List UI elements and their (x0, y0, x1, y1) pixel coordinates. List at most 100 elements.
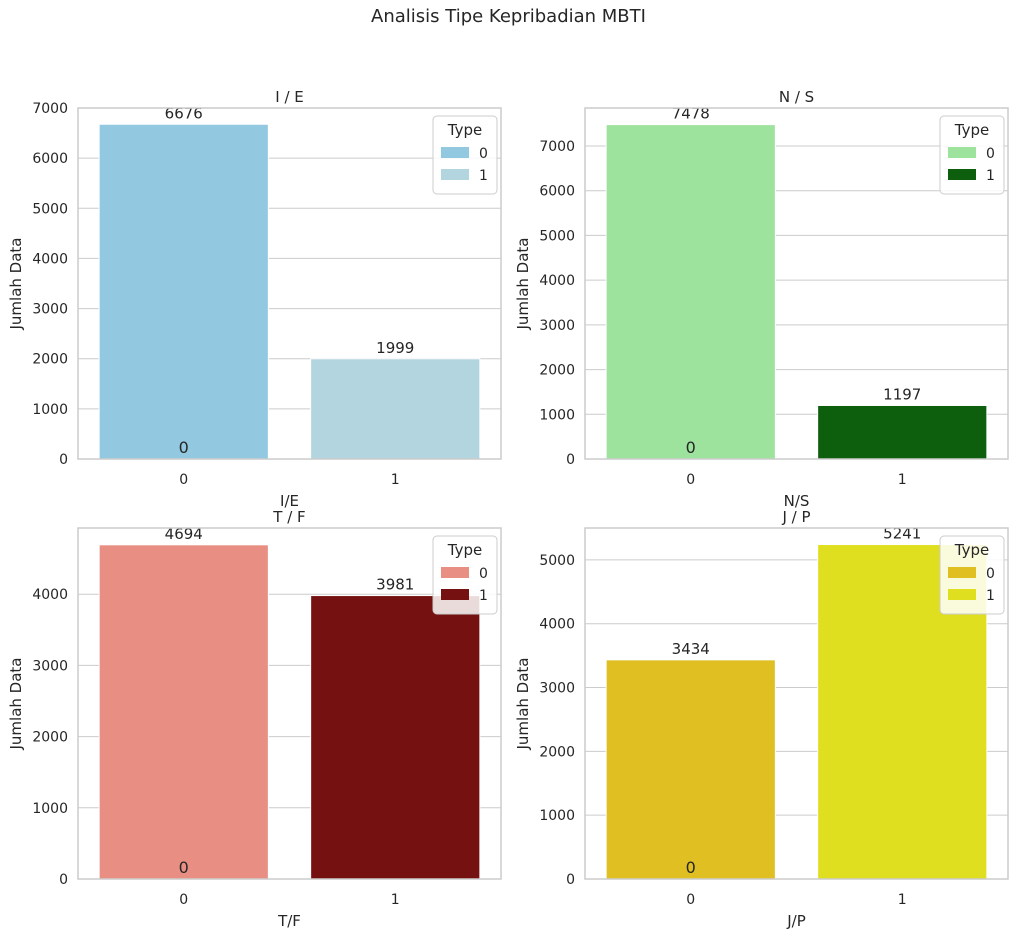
x-axis-label: N/S (784, 492, 810, 510)
y-tick-label: 1000 (32, 402, 68, 418)
legend-swatch (441, 567, 469, 578)
legend-label: 1 (479, 168, 488, 184)
legend-swatch (948, 589, 976, 600)
legend-swatch (948, 147, 976, 158)
y-tick-label: 2000 (539, 363, 575, 379)
x-axis-label: J/P (786, 912, 806, 930)
y-tick-label: 4000 (539, 617, 575, 633)
y-tick-label: 3000 (32, 658, 68, 674)
bar (817, 544, 988, 880)
y-tick-label: 1000 (539, 808, 575, 824)
y-tick-label: 3000 (539, 681, 575, 697)
axes-frame (77, 107, 502, 460)
y-tick-label: 0 (59, 872, 68, 888)
x-axis-label: I/E (280, 492, 299, 510)
chart-ns: 0 1000 2000 3000 4000 5000 6000 7000 7478 0 1197 1 0… (514, 88, 1009, 510)
legend-swatch (441, 147, 469, 158)
x-tick-label: 0 (686, 892, 695, 908)
zero-value-label: 0 (179, 438, 189, 457)
subplot-title: N / S (779, 88, 814, 106)
subplot-title: J / P (781, 508, 810, 526)
x-tick-label: 0 (179, 892, 188, 908)
chart-ie: 0 1000 2000 3000 4000 5000 6000 7000 6676 0 1999 1 0… (7, 88, 502, 510)
legend: Type 0 1 (432, 115, 498, 195)
axes-frame (584, 527, 1009, 880)
legend-title: Type (954, 121, 989, 139)
y-axis-label: Jumlah Data (514, 658, 532, 751)
x-tick-label: 0 (686, 472, 695, 488)
legend-label: 0 (479, 566, 488, 582)
subplot-title: I / E (275, 88, 304, 106)
chart-jp: 0 1000 2000 3000 4000 5000 3434 0 5241 1 0 J / P J/P… (514, 508, 1009, 930)
chart-tf: 0 1000 2000 3000 4000 4694 0 3981 1 0 T / F T/F Juml… (7, 508, 502, 930)
bar-value-label: 4694 (165, 525, 203, 543)
x-tick-label: 1 (391, 892, 400, 908)
legend-label: 0 (479, 146, 488, 162)
y-tick-label: 5000 (539, 553, 575, 569)
y-axis-label: Jumlah Data (514, 238, 532, 331)
y-tick-label: 3000 (539, 318, 575, 334)
plot-area: 0 1000 2000 3000 4000 4694 0 3981 1 0 T / F T/F Juml… (7, 508, 502, 930)
legend-swatch (948, 169, 976, 180)
axes-frame (77, 527, 502, 880)
bar-value-label: 5241 (883, 525, 921, 543)
y-axis-label: Jumlah Data (7, 238, 25, 331)
plot-area: 0 1000 2000 3000 4000 5000 6000 7000 6676 0 1999 1 0… (7, 88, 502, 510)
y-tick-label: 4000 (32, 251, 68, 267)
x-axis-label: T/F (277, 912, 301, 930)
y-tick-label: 1000 (539, 407, 575, 423)
y-tick-label: 6000 (539, 184, 575, 200)
y-tick-label: 0 (59, 452, 68, 468)
y-tick-label: 5000 (32, 201, 68, 217)
zero-value-label: 0 (686, 438, 696, 457)
bar-value-label: 3434 (672, 640, 710, 658)
y-tick-label: 2000 (32, 730, 68, 746)
subplot-title: T / F (272, 508, 305, 526)
legend-swatch (948, 567, 976, 578)
y-tick-label: 6000 (32, 151, 68, 167)
y-tick-label: 5000 (539, 228, 575, 244)
bar (310, 358, 481, 460)
legend-label: 0 (986, 146, 995, 162)
y-tick-label: 1000 (32, 801, 68, 817)
bar-value-label: 7478 (672, 105, 710, 123)
legend-title: Type (447, 541, 482, 559)
y-axis-label: Jumlah Data (7, 658, 25, 751)
y-tick-label: 4000 (32, 587, 68, 603)
y-tick-label: 4000 (539, 273, 575, 289)
x-tick-label: 1 (898, 472, 907, 488)
zero-value-label: 0 (686, 858, 696, 877)
bar-value-label: 3981 (376, 576, 414, 594)
bar (605, 124, 776, 460)
y-tick-label: 2000 (32, 352, 68, 368)
legend: Type 0 1 (939, 535, 1005, 615)
legend-title: Type (954, 541, 989, 559)
x-tick-label: 0 (179, 472, 188, 488)
bar (605, 659, 776, 880)
bar-value-label: 1197 (883, 385, 921, 403)
x-tick-label: 1 (898, 892, 907, 908)
bar-value-label: 6676 (165, 104, 203, 122)
x-tick-label: 1 (391, 472, 400, 488)
y-tick-label: 7000 (32, 101, 68, 117)
legend-swatch (441, 169, 469, 180)
y-tick-label: 7000 (539, 139, 575, 155)
zero-value-label: 0 (179, 858, 189, 877)
legend-label: 1 (986, 168, 995, 184)
legend-swatch (441, 589, 469, 600)
bar (98, 123, 269, 460)
bar-value-label: 1999 (376, 339, 414, 357)
figure-title: Analisis Tipe Kepribadian MBTI (371, 6, 646, 27)
axes-frame (584, 107, 1009, 460)
bar (310, 595, 481, 880)
plot-area: 0 1000 2000 3000 4000 5000 3434 0 5241 1 0 J / P J/P… (514, 508, 1009, 930)
y-tick-label: 3000 (32, 302, 68, 318)
y-tick-label: 0 (566, 872, 575, 888)
legend-label: 0 (986, 566, 995, 582)
y-tick-label: 0 (566, 452, 575, 468)
legend: Type 0 1 (939, 115, 1005, 195)
bar (98, 544, 269, 880)
legend-title: Type (447, 121, 482, 139)
legend-label: 1 (986, 588, 995, 604)
legend: Type 0 1 (432, 535, 498, 615)
